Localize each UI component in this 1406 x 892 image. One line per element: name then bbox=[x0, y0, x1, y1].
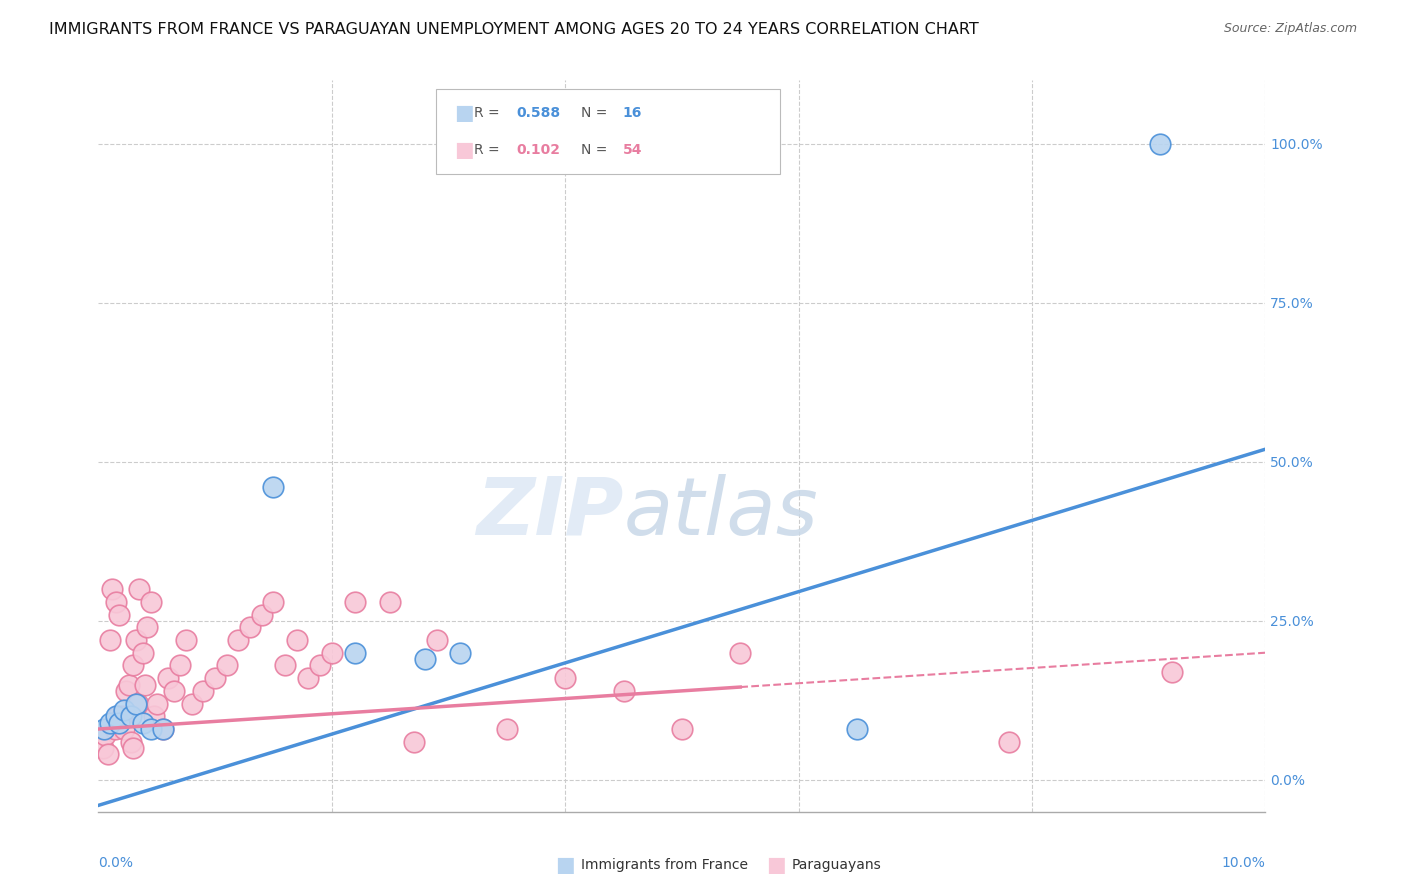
Point bbox=[163, 684, 186, 698]
Point bbox=[104, 722, 127, 736]
Point bbox=[730, 646, 752, 660]
Point bbox=[613, 684, 636, 698]
Point bbox=[108, 715, 131, 730]
Point bbox=[101, 582, 124, 596]
Text: R =: R = bbox=[474, 143, 503, 157]
Point bbox=[174, 632, 197, 647]
Point bbox=[846, 722, 869, 736]
Point bbox=[143, 709, 166, 723]
Point bbox=[321, 646, 343, 660]
Text: ■: ■ bbox=[766, 855, 786, 875]
Point bbox=[180, 697, 202, 711]
Point bbox=[554, 671, 576, 685]
Point bbox=[98, 715, 121, 730]
Point bbox=[263, 595, 285, 609]
Text: Immigrants from France: Immigrants from France bbox=[581, 858, 748, 872]
Point bbox=[107, 709, 129, 723]
Point bbox=[215, 658, 238, 673]
Point bbox=[108, 607, 131, 622]
Point bbox=[228, 632, 250, 647]
Point bbox=[94, 728, 117, 742]
Text: ■: ■ bbox=[454, 140, 474, 160]
Point bbox=[120, 709, 142, 723]
Point bbox=[104, 709, 127, 723]
Point bbox=[132, 646, 155, 660]
Point bbox=[120, 735, 142, 749]
Point bbox=[134, 677, 156, 691]
Point bbox=[449, 646, 471, 660]
Point bbox=[125, 697, 148, 711]
Text: 54: 54 bbox=[623, 143, 643, 157]
Point bbox=[115, 684, 138, 698]
Point bbox=[1149, 136, 1171, 151]
Point bbox=[132, 715, 155, 730]
Point bbox=[1161, 665, 1184, 679]
Point bbox=[93, 722, 115, 736]
Point bbox=[122, 741, 145, 756]
Text: R =: R = bbox=[474, 106, 503, 120]
Point bbox=[997, 735, 1019, 749]
Point bbox=[139, 595, 162, 609]
Point bbox=[309, 658, 332, 673]
Point bbox=[125, 632, 148, 647]
Text: Paraguayans: Paraguayans bbox=[792, 858, 882, 872]
Point bbox=[344, 646, 367, 660]
Text: ZIP: ZIP bbox=[477, 474, 624, 552]
Text: 0.0%: 0.0% bbox=[98, 856, 134, 871]
Point bbox=[239, 620, 262, 634]
Point bbox=[169, 658, 191, 673]
Point bbox=[426, 632, 449, 647]
Text: Source: ZipAtlas.com: Source: ZipAtlas.com bbox=[1223, 22, 1357, 36]
Point bbox=[112, 703, 135, 717]
Point bbox=[98, 632, 121, 647]
Point bbox=[380, 595, 402, 609]
Text: atlas: atlas bbox=[624, 474, 818, 552]
Point bbox=[413, 652, 436, 666]
Text: 10.0%: 10.0% bbox=[1222, 856, 1265, 871]
Text: 0.588: 0.588 bbox=[516, 106, 560, 120]
Point bbox=[671, 722, 693, 736]
Point bbox=[139, 722, 162, 736]
Point bbox=[344, 595, 367, 609]
Point bbox=[104, 595, 127, 609]
Point bbox=[250, 607, 273, 622]
Point bbox=[204, 671, 226, 685]
Point bbox=[97, 747, 120, 762]
Point bbox=[285, 632, 308, 647]
Point bbox=[112, 722, 135, 736]
Point bbox=[146, 697, 169, 711]
Point bbox=[118, 677, 141, 691]
Text: 16: 16 bbox=[623, 106, 643, 120]
Point bbox=[128, 582, 150, 596]
Point bbox=[263, 480, 285, 494]
Point bbox=[91, 741, 114, 756]
Point bbox=[496, 722, 519, 736]
Point bbox=[193, 684, 215, 698]
Text: ■: ■ bbox=[454, 103, 474, 123]
Point bbox=[127, 697, 149, 711]
Point bbox=[274, 658, 297, 673]
Point bbox=[122, 658, 145, 673]
Text: N =: N = bbox=[581, 106, 612, 120]
Point bbox=[136, 620, 159, 634]
Text: N =: N = bbox=[581, 143, 612, 157]
Point bbox=[152, 722, 174, 736]
Point bbox=[402, 735, 425, 749]
Text: 0.102: 0.102 bbox=[516, 143, 560, 157]
Point bbox=[297, 671, 319, 685]
Point bbox=[111, 709, 134, 723]
Point bbox=[157, 671, 180, 685]
Point bbox=[152, 722, 174, 736]
Text: ■: ■ bbox=[555, 855, 575, 875]
Text: IMMIGRANTS FROM FRANCE VS PARAGUAYAN UNEMPLOYMENT AMONG AGES 20 TO 24 YEARS CORR: IMMIGRANTS FROM FRANCE VS PARAGUAYAN UNE… bbox=[49, 22, 979, 37]
